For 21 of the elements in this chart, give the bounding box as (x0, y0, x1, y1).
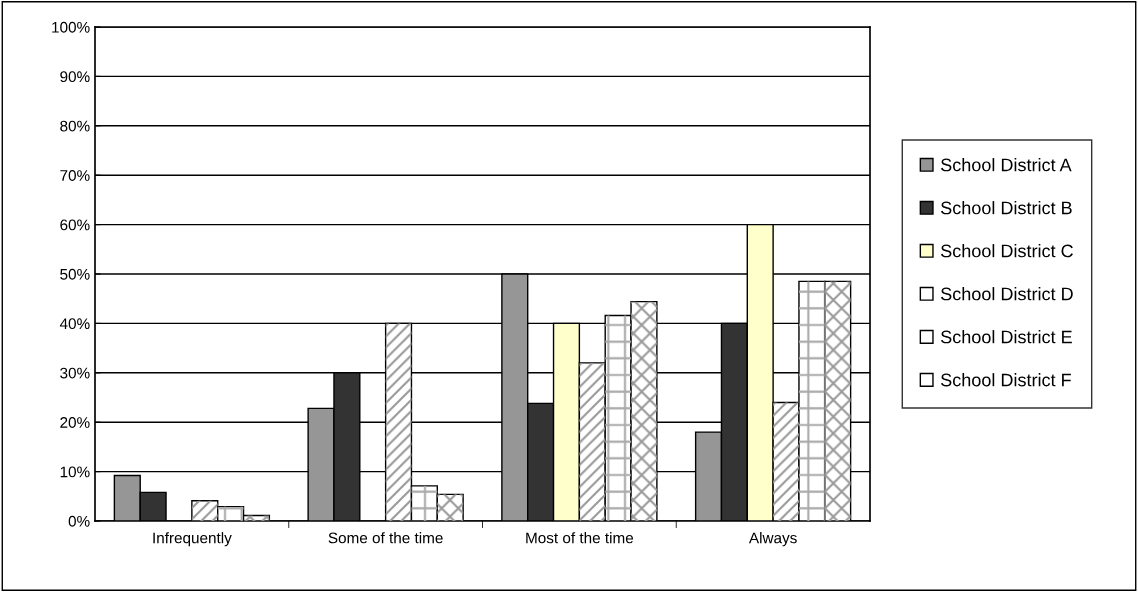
legend-label: School District B (941, 201, 1072, 215)
y-tick-label: 10% (60, 466, 90, 478)
legend-label: School District D (941, 287, 1073, 301)
y-tick-label: 90% (60, 71, 90, 83)
x-tick-label: Most of the time (526, 532, 634, 544)
y-tick-label: 20% (60, 417, 90, 428)
y-tick-label: 70% (60, 170, 90, 181)
legend-label: School District A (941, 158, 1072, 172)
x-tick-label: Always (748, 532, 797, 547)
y-tick-label: 40% (59, 318, 90, 330)
legend-label: School District E (941, 330, 1072, 344)
legend-label: School District C (941, 244, 1073, 258)
legend-label: School District F (941, 373, 1071, 387)
y-tick-label: 60% (60, 219, 90, 231)
y-tick-label: 30% (60, 367, 90, 379)
x-tick-label: Infrequently (153, 532, 232, 547)
x-tick-label: Some of the time (328, 532, 443, 544)
y-tick-label: 0% (68, 515, 90, 527)
y-tick-label: 80% (60, 120, 90, 132)
y-tick-label: 100% (52, 21, 90, 33)
y-tick-label: 50% (60, 268, 90, 280)
